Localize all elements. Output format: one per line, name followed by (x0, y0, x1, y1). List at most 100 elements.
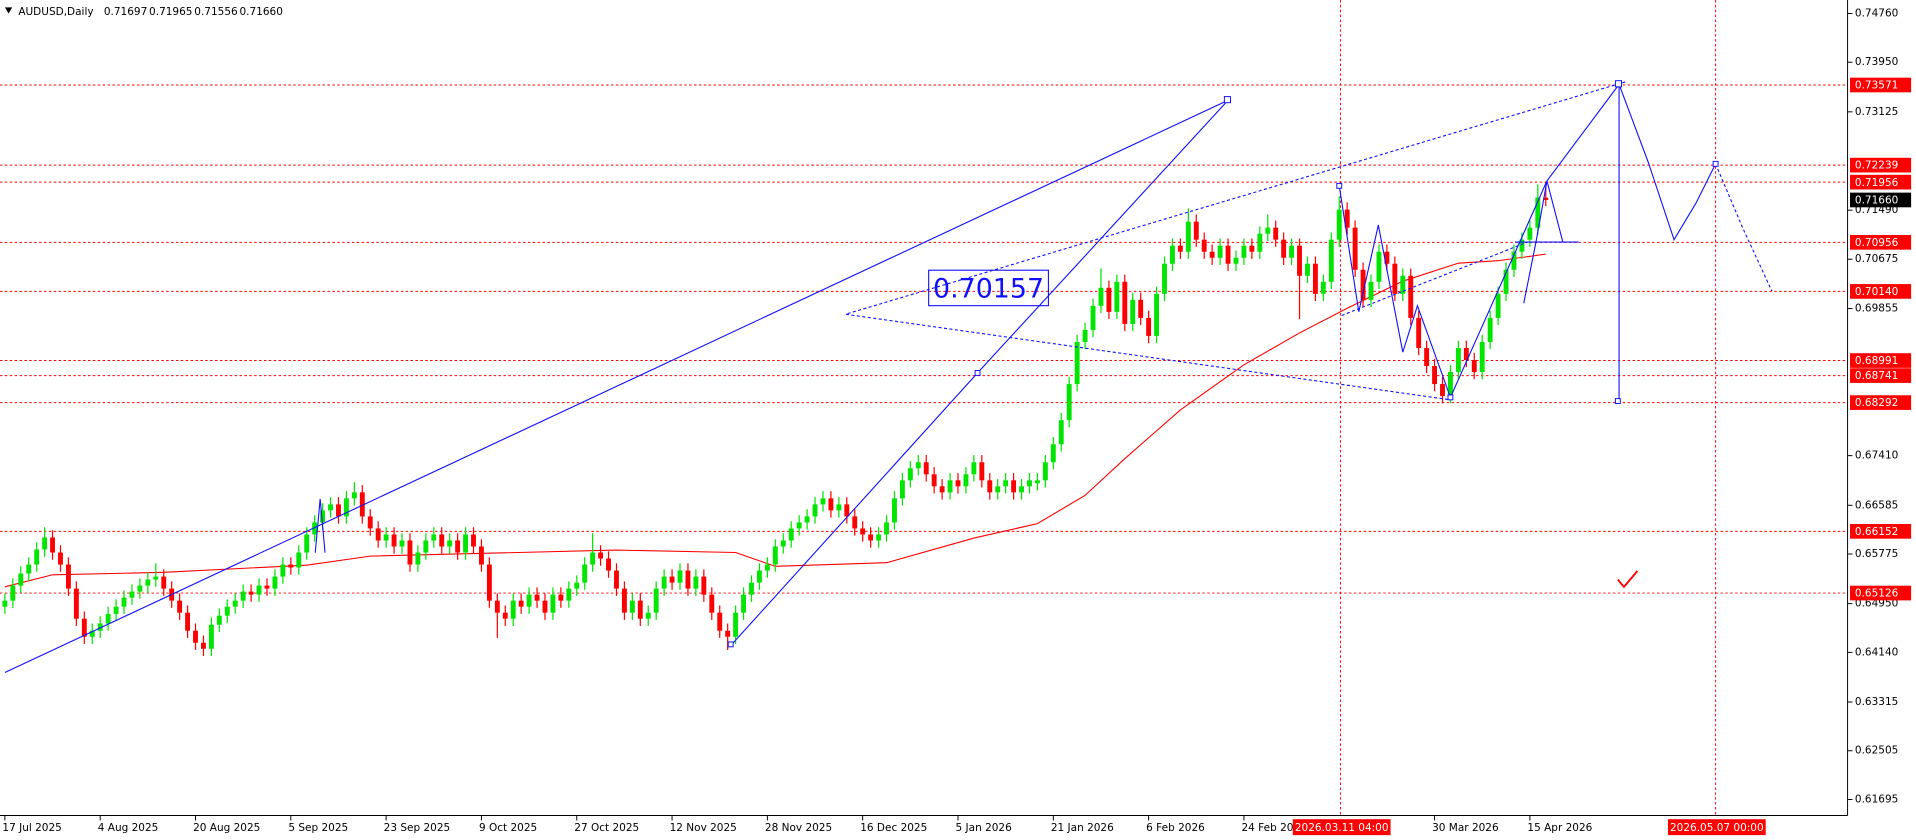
x-tick-label: 9 Oct 2025 (479, 822, 537, 834)
candle-body (1042, 462, 1048, 481)
trend-line (4, 99, 1229, 673)
candle-body (407, 540, 413, 565)
x-tick-label: 20 Aug 2025 (193, 822, 260, 834)
candle-body (216, 615, 222, 625)
candle-body (955, 480, 961, 487)
candle-body (1193, 221, 1199, 240)
candle-body (343, 498, 349, 517)
candle-body (185, 612, 191, 631)
candle-body (2, 600, 8, 607)
candle-body (995, 486, 1001, 493)
candle-body (455, 540, 461, 553)
candle-body (1225, 245, 1231, 264)
candle-body (58, 552, 63, 565)
candle-body (81, 618, 87, 637)
candle-body (701, 576, 707, 595)
candle-body (971, 462, 977, 475)
candle-body (1463, 347, 1469, 360)
candle-body (907, 468, 913, 481)
candle-body (1384, 251, 1390, 264)
candle-body (963, 474, 969, 487)
level-label-box (1850, 395, 1912, 410)
price-label-box (1850, 192, 1912, 208)
candle-body (764, 564, 770, 571)
y-tick-label: 0.66585 (1855, 499, 1898, 511)
anchor-point (1223, 96, 1231, 104)
candle-body (34, 549, 40, 565)
candle-body (566, 588, 572, 601)
candle-body (1233, 257, 1239, 264)
candle-body (987, 480, 993, 493)
x-tick-label: 17 Jul 2025 (2, 822, 61, 834)
anchor-point (974, 369, 981, 376)
marker-label: 2026.05.07 00:00 (1670, 822, 1764, 834)
candle-body (1130, 299, 1136, 324)
y-tick-label: 0.70675 (1855, 253, 1898, 265)
candle-body (844, 504, 850, 517)
candle-body (97, 623, 103, 631)
candle-body (884, 522, 889, 535)
candle-body (1535, 197, 1541, 228)
forecast-line (1715, 163, 1773, 292)
candle-body (582, 564, 588, 583)
candle-body (756, 570, 762, 583)
x-tick-label: 27 Oct 2025 (574, 822, 639, 834)
ohlc-label: 0.71965 (149, 6, 192, 18)
price-label: 0.71660 (1855, 195, 1898, 207)
candle-body (399, 540, 405, 547)
level-label-box (1850, 157, 1912, 173)
x-tick-label: 15 Apr 2026 (1527, 822, 1592, 834)
candle-body (1138, 299, 1144, 318)
candle-body (1336, 209, 1342, 240)
marker-label-box (1292, 819, 1391, 836)
candle-body (1479, 341, 1485, 373)
level-label: 0.70140 (1855, 286, 1898, 298)
candle-body (876, 534, 882, 541)
candle-body (10, 585, 16, 601)
candle-body (121, 597, 127, 607)
wave-line (314, 498, 326, 553)
candle-body (1273, 227, 1279, 240)
candle-body (518, 600, 524, 607)
candle-body (1146, 317, 1152, 336)
y-tick-label: 0.62505 (1855, 745, 1898, 757)
x-tick-label: 28 Nov 2025 (765, 822, 832, 834)
candle-body (852, 516, 858, 529)
y-tick-label: 0.63315 (1855, 696, 1898, 708)
x-tick-label: 6 Feb 2026 (1146, 822, 1205, 834)
x-tick-label: 12 Nov 2025 (670, 822, 737, 834)
candle-body (336, 504, 341, 517)
moving-average (4, 253, 1546, 588)
candle-body (1066, 384, 1072, 421)
candle-body (1217, 245, 1223, 258)
level-label: 0.70956 (1855, 237, 1899, 249)
candle-body (1154, 293, 1160, 336)
candle-body (89, 630, 95, 637)
y-tick-label: 0.73950 (1855, 56, 1898, 68)
candle-body (1098, 287, 1104, 306)
candle-body (272, 576, 278, 589)
ohlc-label: 0.71660 (240, 6, 283, 18)
candle-body (1455, 347, 1461, 373)
annotation-box (928, 269, 1049, 307)
x-tick-label: 5 Sep 2025 (288, 822, 348, 834)
candle-body (574, 582, 580, 589)
candle-body (1082, 329, 1088, 342)
candle-body (494, 600, 500, 613)
candle-body (1495, 293, 1501, 318)
y-tick-label: 0.67410 (1855, 450, 1898, 462)
candle-body (1185, 221, 1191, 252)
candle-body (65, 564, 71, 589)
candle-body (1320, 281, 1326, 294)
level-label: 0.68292 (1855, 397, 1898, 409)
candle-body (1289, 245, 1295, 258)
candle-body (717, 612, 723, 631)
candle-body (510, 600, 516, 619)
header-arrow (4, 7, 13, 14)
x-tick-label: 16 Dec 2025 (860, 822, 927, 834)
level-label: 0.68991 (1855, 355, 1898, 367)
candle-body (661, 576, 667, 589)
level-label-box (1850, 234, 1912, 250)
